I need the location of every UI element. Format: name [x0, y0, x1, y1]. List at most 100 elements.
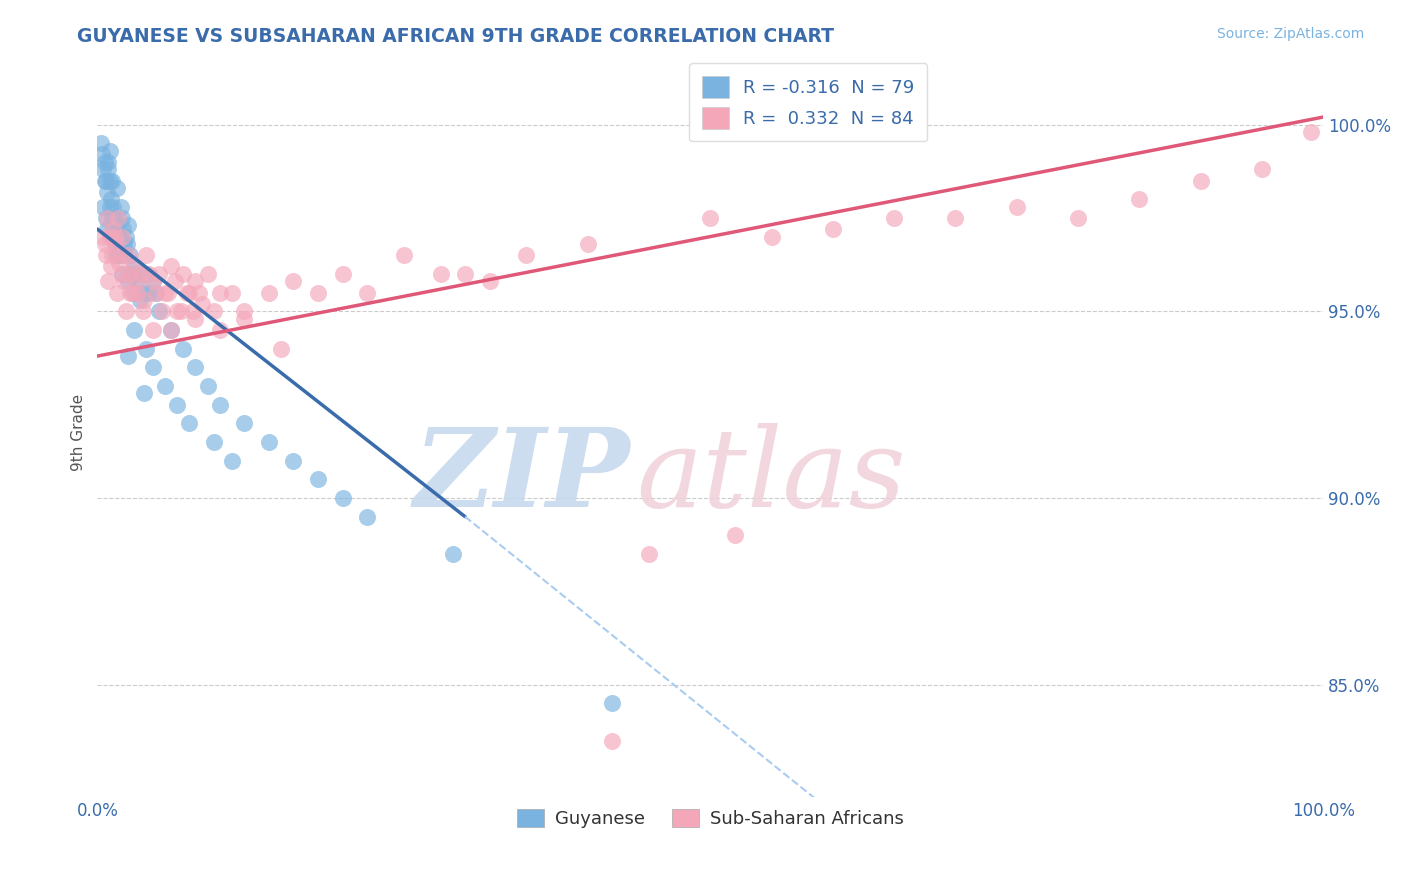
Point — [115, 237, 138, 252]
Point — [90, 136, 112, 151]
Point — [118, 267, 141, 281]
Point — [429, 267, 451, 281]
Point — [1189, 173, 1212, 187]
Point — [221, 453, 243, 467]
Point — [93, 237, 115, 252]
Point — [166, 304, 188, 318]
Point — [172, 267, 194, 281]
Point — [181, 304, 204, 318]
Point — [108, 248, 131, 262]
Point — [202, 435, 225, 450]
Point — [576, 237, 599, 252]
Point — [600, 697, 623, 711]
Point — [107, 211, 129, 225]
Point — [101, 173, 124, 187]
Point — [93, 173, 115, 187]
Point — [101, 211, 124, 225]
Point — [233, 304, 256, 318]
Point — [111, 267, 134, 281]
Point — [221, 285, 243, 300]
Point — [129, 293, 152, 307]
Point — [600, 733, 623, 747]
Point — [184, 274, 207, 288]
Point — [132, 293, 155, 307]
Point — [96, 222, 118, 236]
Point — [93, 200, 115, 214]
Point — [120, 285, 142, 300]
Point — [160, 260, 183, 274]
Point — [94, 248, 117, 262]
Point — [129, 267, 152, 281]
Point — [148, 267, 170, 281]
Point — [307, 285, 329, 300]
Point — [122, 285, 145, 300]
Point — [122, 260, 145, 274]
Point — [179, 285, 201, 300]
Point — [392, 248, 415, 262]
Point — [172, 342, 194, 356]
Point — [356, 285, 378, 300]
Text: Source: ZipAtlas.com: Source: ZipAtlas.com — [1216, 27, 1364, 41]
Point — [184, 311, 207, 326]
Point — [98, 229, 121, 244]
Point — [118, 267, 141, 281]
Point — [105, 285, 128, 300]
Point — [94, 211, 117, 225]
Point — [108, 256, 131, 270]
Point — [257, 435, 280, 450]
Point — [138, 285, 160, 300]
Point — [93, 229, 115, 244]
Point — [112, 274, 135, 288]
Point — [145, 285, 167, 300]
Point — [117, 349, 139, 363]
Point — [197, 267, 219, 281]
Point — [202, 304, 225, 318]
Point — [1128, 192, 1150, 206]
Text: ZIP: ZIP — [413, 423, 630, 530]
Point — [138, 267, 160, 281]
Point — [97, 162, 120, 177]
Point — [111, 211, 134, 225]
Point — [945, 211, 967, 225]
Point — [141, 360, 163, 375]
Point — [135, 342, 157, 356]
Point — [176, 285, 198, 300]
Point — [170, 304, 193, 318]
Point — [120, 248, 142, 262]
Point — [283, 453, 305, 467]
Point — [96, 185, 118, 199]
Point — [103, 237, 125, 252]
Y-axis label: 9th Grade: 9th Grade — [72, 394, 86, 471]
Point — [332, 267, 354, 281]
Point — [103, 200, 125, 214]
Point — [283, 274, 305, 288]
Point — [1299, 125, 1322, 139]
Point — [112, 222, 135, 236]
Point — [122, 260, 145, 274]
Point — [233, 417, 256, 431]
Point — [1250, 162, 1272, 177]
Point — [110, 248, 132, 262]
Point — [1067, 211, 1090, 225]
Point — [454, 267, 477, 281]
Point — [141, 323, 163, 337]
Point — [821, 222, 844, 236]
Point — [1005, 200, 1028, 214]
Point — [166, 398, 188, 412]
Point — [190, 297, 212, 311]
Point — [104, 229, 127, 244]
Point — [184, 360, 207, 375]
Point — [208, 323, 231, 337]
Point — [103, 211, 125, 225]
Point — [141, 274, 163, 288]
Text: atlas: atlas — [637, 423, 907, 530]
Point — [112, 237, 135, 252]
Point — [233, 311, 256, 326]
Point — [761, 229, 783, 244]
Point — [96, 211, 118, 225]
Text: GUYANESE VS SUBSAHARAN AFRICAN 9TH GRADE CORRELATION CHART: GUYANESE VS SUBSAHARAN AFRICAN 9TH GRADE… — [77, 27, 834, 45]
Point — [111, 229, 134, 244]
Point — [114, 229, 136, 244]
Point — [105, 181, 128, 195]
Legend: Guyanese, Sub-Saharan Africans: Guyanese, Sub-Saharan Africans — [509, 801, 911, 835]
